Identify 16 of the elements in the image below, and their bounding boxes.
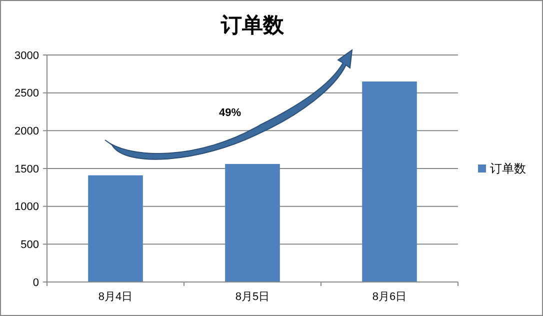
x-tick-label: 8月4日 [98,291,133,303]
legend-label: 订单数 [490,162,526,176]
bar [225,164,280,282]
y-tick-label: 0 [32,276,39,289]
y-tick-label: 2500 [14,88,39,100]
y-tick-label: 2000 [14,126,39,138]
chart-title: 订单数 [220,14,285,37]
x-tick-label: 8月5日 [235,291,270,303]
annotation: 49% [218,107,242,119]
y-tick-label: 1500 [14,163,39,176]
bar [362,81,417,282]
x-tick-label: 8月6日 [372,291,407,303]
y-tick-label: 3000 [14,50,39,62]
y-tick-label: 500 [20,239,39,252]
y-tick-label: 1000 [14,201,39,214]
bar [88,175,143,282]
